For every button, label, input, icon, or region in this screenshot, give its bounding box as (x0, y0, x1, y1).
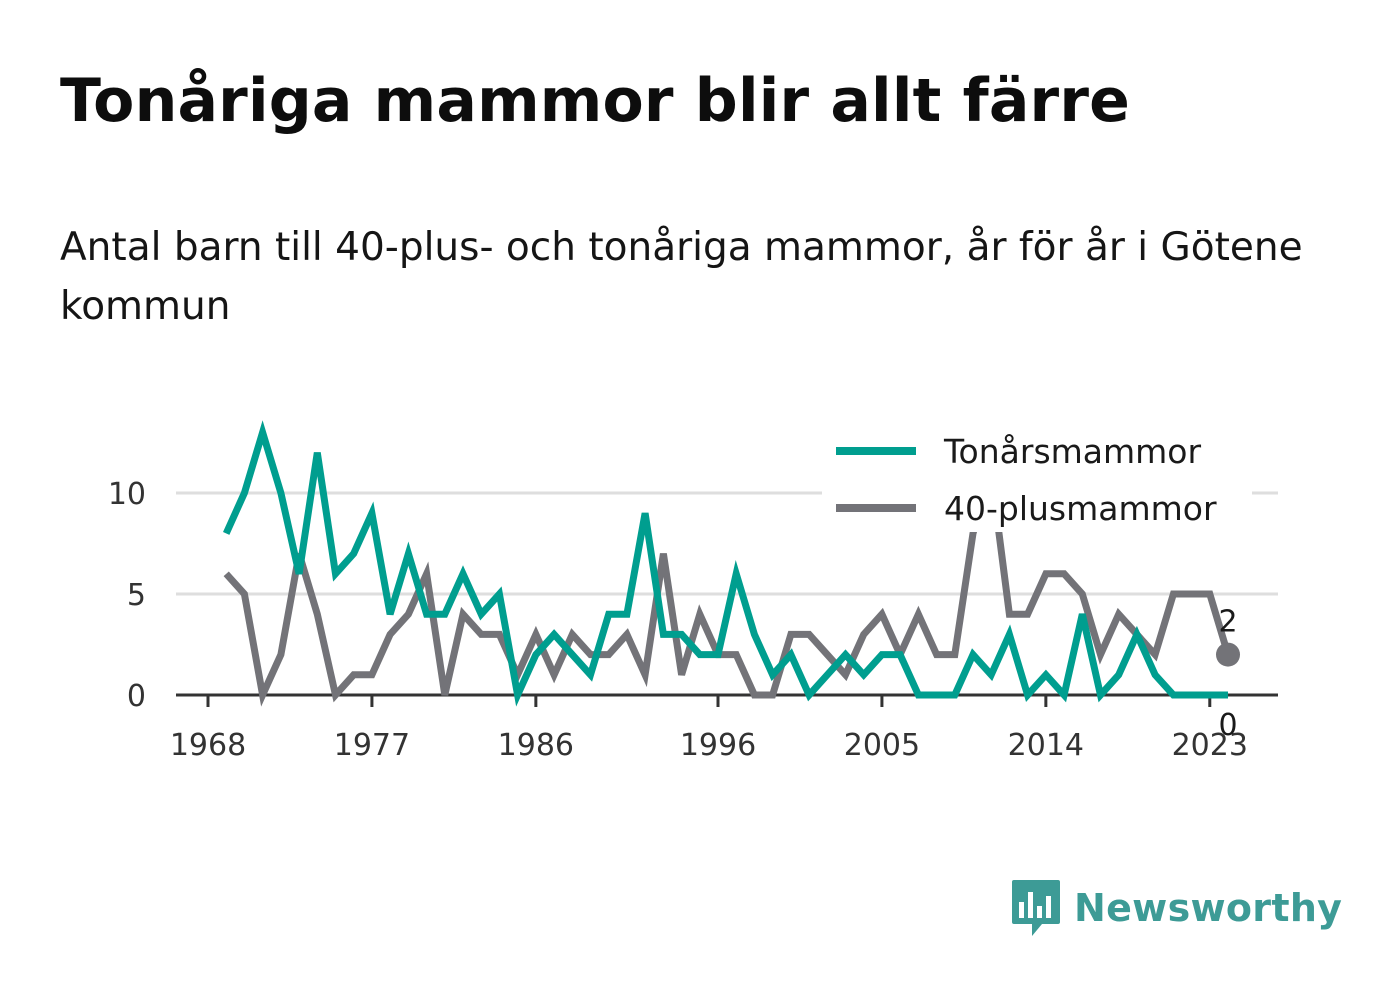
x-tick-label: 1968 (170, 728, 246, 763)
legend-label-40-plusmammor: 40-plusmammor (944, 489, 1217, 528)
y-tick-label: 0 (127, 679, 146, 714)
end-labels: 2 0 (1216, 605, 1240, 743)
series-line-tonarsmammor (223, 420, 1228, 707)
x-tick-label: 1986 (498, 728, 574, 763)
y-axis: 0 5 10 (108, 477, 146, 714)
end-point-40-plusmammor (1216, 642, 1240, 667)
series-line-40-plusmammor (223, 471, 1232, 707)
y-tick-label: 10 (108, 477, 146, 512)
x-tick-label: 1977 (334, 728, 410, 763)
x-tick-label: 1996 (680, 728, 756, 763)
end-label-40-plusmammor: 2 (1218, 605, 1237, 640)
legend: Tonårsmammor 40-plusmammor (822, 420, 1252, 532)
x-tick-label: 2014 (1008, 728, 1084, 763)
x-tick-label: 2005 (844, 728, 920, 763)
y-tick-label: 5 (127, 578, 146, 613)
x-tick-label: 2023 (1172, 728, 1248, 763)
end-label-tonarsmammor: 0 (1218, 708, 1237, 743)
x-axis: 1968 1977 1986 1996 2005 2014 2023 (170, 693, 1278, 763)
series-lines (223, 420, 1232, 707)
bar-chart-logo-icon (1012, 880, 1060, 936)
chart-title: Tonåriga mammor blir allt färre (60, 66, 1131, 136)
brand-name: Newsworthy (1074, 886, 1343, 930)
legend-label-tonarsmammor: Tonårsmammor (943, 432, 1201, 471)
legend-background (822, 420, 1252, 532)
newsworthy-logo: Newsworthy (1010, 878, 1342, 938)
chart-subtitle: Antal barn till 40-plus- och tonåriga ma… (60, 225, 1303, 329)
